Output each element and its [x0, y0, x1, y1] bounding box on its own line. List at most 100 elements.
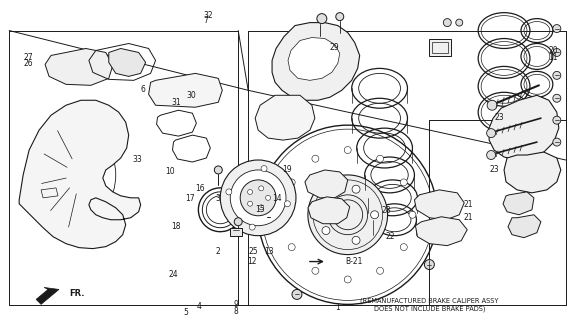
Text: 6: 6	[141, 85, 145, 94]
Text: 17: 17	[185, 194, 195, 203]
Circle shape	[312, 267, 319, 274]
Text: 28: 28	[381, 206, 391, 215]
Polygon shape	[489, 95, 559, 160]
Circle shape	[214, 166, 223, 174]
Circle shape	[336, 13, 344, 20]
Text: 21: 21	[463, 213, 473, 222]
Text: 24: 24	[168, 270, 178, 279]
Polygon shape	[308, 197, 350, 224]
Text: 23: 23	[490, 165, 500, 174]
Text: 15: 15	[255, 205, 265, 214]
Text: B-21: B-21	[346, 257, 363, 266]
Circle shape	[226, 189, 232, 195]
Circle shape	[553, 25, 561, 33]
Circle shape	[486, 150, 496, 159]
Circle shape	[230, 170, 286, 226]
Circle shape	[248, 201, 252, 206]
Circle shape	[344, 147, 351, 154]
Circle shape	[322, 195, 330, 203]
Text: 13: 13	[264, 247, 274, 256]
Polygon shape	[36, 287, 59, 304]
Circle shape	[259, 186, 264, 191]
Text: 21: 21	[463, 200, 473, 209]
Circle shape	[220, 160, 296, 236]
Text: 12: 12	[247, 258, 257, 267]
Polygon shape	[45, 49, 113, 85]
Text: 3: 3	[216, 194, 221, 204]
Circle shape	[553, 138, 561, 146]
Bar	[432, 42, 448, 53]
Circle shape	[312, 155, 319, 162]
Text: 30: 30	[186, 91, 196, 100]
Circle shape	[487, 100, 497, 110]
Circle shape	[234, 218, 242, 226]
Circle shape	[288, 179, 295, 186]
Circle shape	[553, 116, 561, 124]
Circle shape	[377, 155, 384, 162]
Text: 11: 11	[549, 53, 558, 62]
Circle shape	[261, 165, 267, 172]
Circle shape	[249, 224, 255, 230]
Text: 16: 16	[196, 184, 205, 193]
Circle shape	[553, 49, 561, 56]
Text: 1: 1	[335, 303, 340, 312]
Bar	[230, 228, 242, 236]
Circle shape	[377, 267, 384, 274]
Polygon shape	[288, 37, 340, 80]
Text: 31: 31	[171, 98, 181, 107]
Text: 2: 2	[216, 247, 221, 256]
Polygon shape	[255, 95, 315, 140]
Circle shape	[553, 94, 561, 102]
Circle shape	[308, 175, 388, 255]
Bar	[430, 38, 451, 56]
Polygon shape	[148, 73, 223, 107]
Circle shape	[456, 19, 463, 26]
Text: 22: 22	[386, 232, 395, 241]
Text: 20: 20	[549, 45, 558, 55]
Circle shape	[279, 211, 286, 218]
Text: 25: 25	[248, 247, 258, 256]
Polygon shape	[416, 217, 467, 246]
Polygon shape	[415, 190, 464, 220]
Circle shape	[292, 289, 302, 300]
Text: (REMANUFACTURED BRAKE CALIPER ASSY
DOES NOT INCLUDE BRAKE PADS): (REMANUFACTURED BRAKE CALIPER ASSY DOES …	[360, 297, 499, 312]
Circle shape	[344, 276, 351, 283]
Text: 29: 29	[329, 43, 339, 52]
Text: 33: 33	[133, 155, 143, 164]
Text: 27: 27	[24, 53, 33, 62]
Circle shape	[352, 236, 360, 244]
Circle shape	[266, 195, 271, 200]
Text: 9: 9	[233, 300, 239, 309]
Polygon shape	[503, 192, 534, 215]
Circle shape	[553, 71, 561, 79]
Text: 23: 23	[494, 114, 504, 123]
Text: 26: 26	[24, 59, 33, 68]
Polygon shape	[305, 170, 348, 198]
Circle shape	[259, 205, 264, 210]
Circle shape	[424, 260, 434, 269]
Text: FR.: FR.	[69, 289, 85, 298]
Text: 7: 7	[204, 16, 209, 25]
Polygon shape	[504, 152, 561, 193]
Text: 19: 19	[283, 165, 292, 174]
Circle shape	[409, 211, 416, 218]
Circle shape	[285, 201, 290, 207]
Circle shape	[400, 244, 407, 251]
Circle shape	[322, 227, 330, 235]
Polygon shape	[19, 100, 141, 249]
Text: 5: 5	[183, 308, 188, 317]
Circle shape	[240, 180, 276, 216]
Circle shape	[248, 189, 252, 195]
Text: 4: 4	[196, 302, 201, 311]
Circle shape	[486, 129, 496, 138]
Circle shape	[317, 14, 327, 24]
Circle shape	[443, 19, 451, 27]
Text: 10: 10	[166, 167, 175, 176]
Circle shape	[288, 244, 295, 251]
Polygon shape	[508, 215, 541, 238]
Circle shape	[352, 185, 360, 193]
Text: 32: 32	[204, 12, 213, 20]
Text: 8: 8	[233, 307, 239, 316]
Text: 14: 14	[273, 194, 282, 204]
Text: 18: 18	[171, 222, 181, 231]
